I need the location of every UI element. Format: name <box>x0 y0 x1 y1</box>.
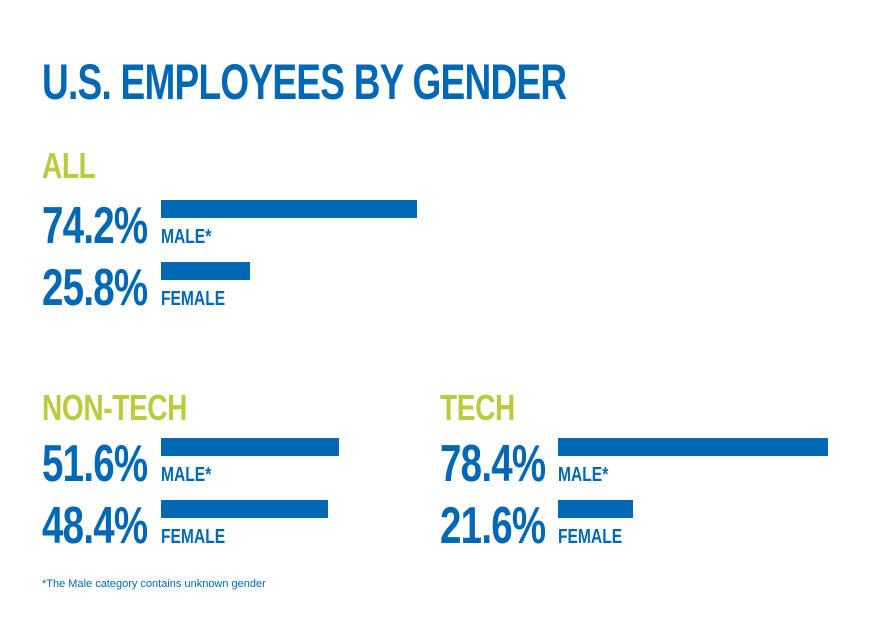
all-male-bar <box>161 200 417 218</box>
footnote: *The Male category contains unknown gend… <box>42 578 266 590</box>
non-tech-male-percent: 51.6% <box>42 435 148 493</box>
all-female-bar <box>161 262 250 280</box>
all-female-label: FEMALE <box>161 288 226 310</box>
non-tech-female-percent: 48.4% <box>42 497 148 555</box>
non-tech-female-label: FEMALE <box>161 526 226 548</box>
tech-male-percent: 78.4% <box>440 435 546 493</box>
all-female-percent: 25.8% <box>42 259 148 317</box>
section-title-all: ALL <box>42 145 96 186</box>
tech-male-bar <box>558 438 828 456</box>
all-male-label: MALE* <box>161 226 212 248</box>
section-title-non-tech: NON-TECH <box>42 387 188 428</box>
non-tech-female-bar <box>161 500 328 518</box>
tech-female-label: FEMALE <box>558 526 623 548</box>
tech-male-label: MALE* <box>558 464 609 486</box>
non-tech-male-label: MALE* <box>161 464 212 486</box>
all-male-percent: 74.2% <box>42 197 148 255</box>
tech-female-percent: 21.6% <box>440 497 546 555</box>
tech-female-bar <box>558 500 633 518</box>
non-tech-male-bar <box>161 438 339 456</box>
chart-title: U.S. EMPLOYEES BY GENDER <box>42 54 567 110</box>
section-title-tech: TECH <box>440 387 515 428</box>
